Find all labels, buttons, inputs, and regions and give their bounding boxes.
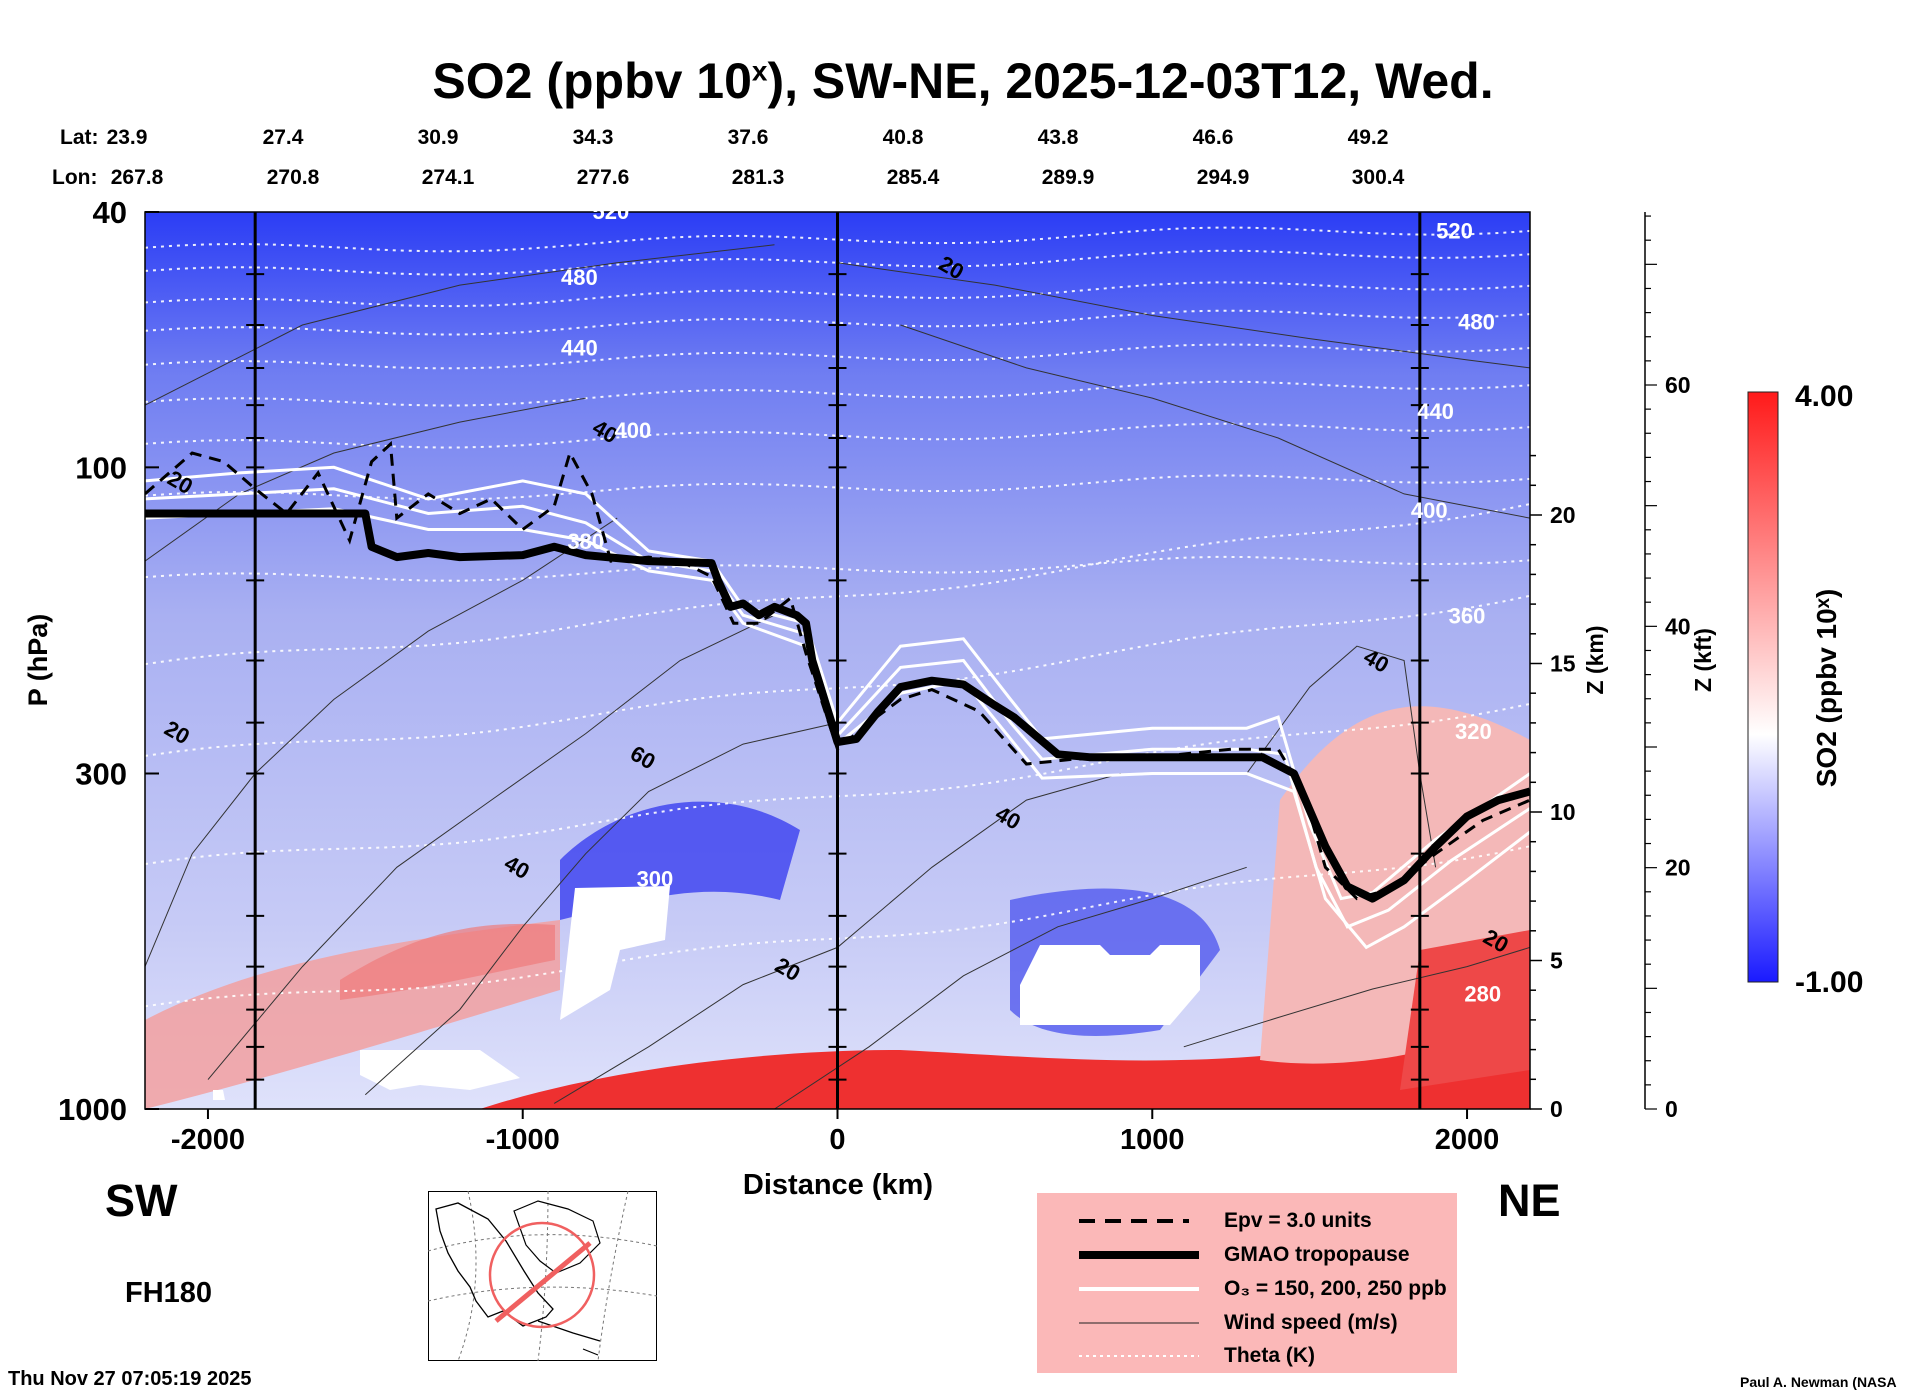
legend-theta-label: Theta (K) (1224, 1344, 1315, 1367)
so2-positive-region (340, 923, 555, 1000)
lon-value: 277.6 (576, 166, 630, 189)
sw-direction-label: SW (105, 1175, 178, 1226)
forecast-hour: FH180 (125, 1277, 213, 1309)
credit: Paul A. Newman (NASA (1740, 1374, 1897, 1390)
legend-ozone-label: O₃ = 150, 200, 250 ppb (1224, 1277, 1447, 1300)
p-tick-label: 300 (75, 756, 127, 791)
lat-value: 37.6 (727, 126, 769, 149)
gmao-tropopause-line (145, 509, 1530, 903)
theta-contour-label: 480 (1458, 310, 1495, 335)
lon-value: 285.4 (886, 166, 940, 189)
chart-title: SO2 (ppbv 10x), SW-NE, 2025-12-03T12, We… (432, 53, 1494, 109)
z-km-tick-label: 5 (1550, 948, 1563, 974)
so2-positive-region (1400, 930, 1530, 1090)
z-kft-tick-label: 0 (1665, 1096, 1678, 1122)
wind-speed-contour (1246, 645, 1437, 868)
x-tick-label: 1000 (1120, 1124, 1185, 1156)
lon-value: 300.4 (1351, 166, 1405, 189)
legend-tropopause-label: GMAO tropopause (1224, 1243, 1410, 1266)
wind-speed-contour (900, 324, 1530, 519)
z-km-tick-label: 15 (1550, 651, 1576, 677)
inset-map-frame (428, 1191, 657, 1361)
wind-speed-contour (1183, 946, 1530, 1048)
legend-box: Epv = 3.0 units GMAO tropopause O₃ = 150… (1037, 1193, 1457, 1373)
colorbar-min-label: -1.00 (1795, 966, 1863, 999)
lat-value: 40.8 (882, 126, 924, 149)
lat-value: 43.8 (1037, 126, 1079, 149)
inset-caribbean-coast (537, 1320, 601, 1356)
ozone-contour (145, 507, 1530, 950)
colorbar (1747, 391, 1779, 983)
lon-value: 281.3 (731, 166, 785, 189)
lat-value: 30.9 (417, 126, 459, 149)
wind-speed-contour (207, 614, 775, 1080)
x-tick-label: -1000 (486, 1124, 560, 1156)
theta-contour-label: 520 (593, 199, 630, 224)
lat-value: 23.9 (106, 126, 148, 149)
theta-contour-label: 360 (1449, 603, 1486, 628)
lat-value: 46.6 (1192, 126, 1234, 149)
lat-value: 27.4 (262, 126, 304, 149)
p-tick-label: 1000 (58, 1092, 127, 1127)
z-kft-tick-label: 40 (1665, 613, 1691, 639)
theta-contour-label: 400 (1411, 498, 1448, 523)
lon-label: Lon: (52, 166, 98, 189)
so2-missing-region (560, 886, 670, 1020)
wind-speed-contour (145, 517, 618, 967)
wind-speed-contour (145, 244, 775, 406)
so2-missing-region (1020, 945, 1200, 1025)
x-tick-label: 0 (829, 1124, 845, 1156)
wind-speed-contour (837, 262, 1530, 369)
colorbar-max-label: 4.00 (1795, 380, 1853, 413)
z-km-axis-label: Z (km) (1582, 626, 1608, 695)
theta-contour-label: 520 (1436, 219, 1473, 244)
z-km-tick-label: 0 (1550, 1096, 1563, 1122)
inset-transect-line (494, 1241, 592, 1323)
wind-speed-contour (364, 722, 838, 1096)
theta-contour-label: 280 (1464, 982, 1501, 1007)
x-axis-label: Distance (km) (743, 1169, 933, 1201)
x-tick-label: -2000 (171, 1124, 245, 1156)
lon-value: 274.1 (421, 166, 475, 189)
lon-value: 294.9 (1196, 166, 1250, 189)
x-tick-label: 2000 (1435, 1124, 1500, 1156)
wind-speed-contour (774, 866, 1247, 1109)
y-axis-label: P (hPa) (23, 614, 53, 707)
lat-value: 49.2 (1347, 126, 1389, 149)
legend-epv-label: Epv = 3.0 units (1224, 1209, 1372, 1232)
theta-contour-label: 300 (637, 866, 674, 891)
z-kft-tick-label: 60 (1665, 372, 1691, 398)
z-km-tick-label: 20 (1550, 502, 1576, 528)
lon-value: 270.8 (266, 166, 320, 189)
ozone-contour (145, 487, 1530, 929)
theta-contour-label: 400 (615, 418, 652, 443)
p-tick-label: 40 (93, 195, 127, 230)
inset-map (428, 1191, 657, 1361)
z-kft-axis-label: Z (kft) (1690, 628, 1716, 692)
inset-coastline (435, 1202, 554, 1327)
ne-direction-label: NE (1498, 1175, 1561, 1226)
timestamp: Thu Nov 27 07:05:19 2025 (8, 1368, 252, 1390)
so2-missing-region (360, 1050, 520, 1090)
theta-contour-label: 440 (561, 336, 598, 361)
colorbar-title: SO2 (ppbv 10ˣ) (1811, 589, 1842, 788)
lon-value: 289.9 (1041, 166, 1095, 189)
legend-wind-label: Wind speed (m/s) (1224, 1311, 1398, 1334)
theta-contour-label: 480 (561, 265, 598, 290)
p-tick-label: 100 (75, 450, 127, 485)
so2-missing-region (213, 1090, 225, 1100)
lat-label: Lat: (60, 126, 99, 149)
so2-positive-region (480, 1010, 1530, 1109)
theta-contour-label: 320 (1455, 719, 1492, 744)
theta-contour-label: 440 (1417, 399, 1454, 424)
z-km-tick-label: 10 (1550, 799, 1576, 825)
lat-value: 34.3 (572, 126, 614, 149)
theta-contour-label: 380 (567, 529, 604, 554)
lon-value: 267.8 (110, 166, 164, 189)
z-kft-tick-label: 20 (1665, 855, 1691, 881)
epv-contour (145, 440, 1530, 901)
legend-swatches (1079, 1219, 1199, 1357)
inset-range-circle (488, 1221, 596, 1329)
